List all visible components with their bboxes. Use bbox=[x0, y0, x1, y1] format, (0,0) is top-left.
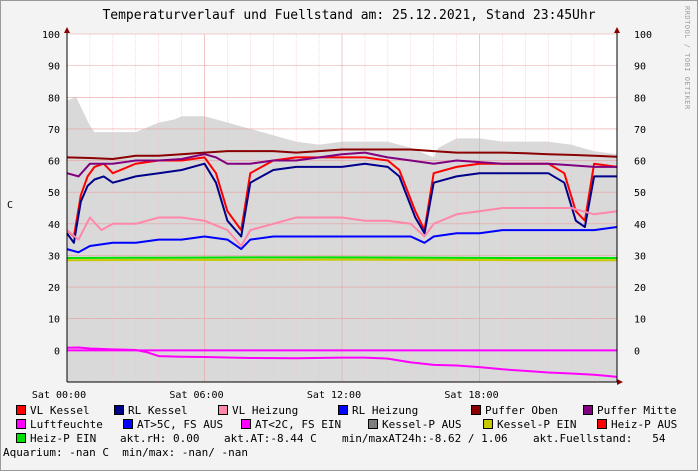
current-humidity: akt.rH: 0.00 bbox=[120, 432, 200, 445]
legend-swatch bbox=[471, 405, 481, 415]
legend-label: Kessel-P AUS bbox=[382, 418, 462, 431]
series-line-puffer-oben bbox=[66, 148, 618, 160]
legend-swatch bbox=[16, 433, 26, 443]
x-tick-label: Sat 18:00 bbox=[444, 390, 498, 400]
y-tick-label-left: 100 bbox=[42, 30, 60, 41]
legend-swatch bbox=[114, 405, 124, 415]
legend-label: VL Kessel bbox=[30, 404, 90, 417]
y-tick-label-right: 60 bbox=[634, 157, 646, 168]
legend-label: AT<2C, FS EIN bbox=[255, 418, 342, 431]
legend-swatch bbox=[583, 405, 593, 415]
series-line-puffer-mitte bbox=[66, 151, 617, 178]
legend-label: Puffer Mitte bbox=[597, 404, 677, 417]
legend-item-vl-kessel: VL Kessel bbox=[16, 404, 90, 418]
legend-item-puffer-oben: Puffer Oben bbox=[471, 404, 558, 418]
x-tick-label: Sat 06:00 bbox=[169, 390, 223, 400]
min-max-outside-temp: min/maxAT24h:-8.62 / 1.06 bbox=[342, 432, 508, 445]
x-axis-arrow bbox=[617, 379, 623, 385]
aquarium-info: Aquarium: -nan C min/max: -nan/ -nan bbox=[3, 446, 249, 459]
legend-item-at-below-2c: AT<2C, FS EIN bbox=[241, 418, 341, 432]
legend-label: Heiz-P EIN bbox=[30, 432, 97, 445]
y-tick-label-left: 70 bbox=[48, 125, 60, 136]
y-tick-label-left: 30 bbox=[48, 251, 60, 262]
legend-swatch bbox=[123, 419, 133, 429]
x-tick-label: Sat 12:00 bbox=[307, 390, 361, 400]
legend-item-kessel-p-aus: Kessel-P AUS bbox=[368, 418, 461, 432]
legend-label: Heiz-P AUS bbox=[611, 418, 678, 431]
legend-item-at-above-5c: AT>5C, FS AUS bbox=[123, 418, 223, 432]
legend-label: Puffer Oben bbox=[485, 404, 558, 417]
legend-label: RL Kessel bbox=[128, 404, 188, 417]
y-tick-label-right: 70 bbox=[634, 125, 646, 136]
legend-item-puffer-mitte: Puffer Mitte bbox=[583, 404, 676, 418]
legend-label: AT>5C, FS AUS bbox=[137, 418, 224, 431]
current-fill-level: akt.Fuellstand: 54 bbox=[533, 432, 666, 445]
current-outside-temp: akt.AT:-8.44 C bbox=[224, 432, 317, 445]
legend-label: VL Heizung bbox=[232, 404, 299, 417]
y-tick-label-right: 100 bbox=[634, 30, 652, 41]
legend-swatch bbox=[368, 419, 378, 429]
legend-swatch bbox=[16, 419, 26, 429]
legend-item-kessel-p-ein: Kessel-P EIN bbox=[483, 418, 576, 432]
legend-item-vl-heizung: VL Heizung bbox=[218, 404, 298, 418]
chart-title: Temperaturverlauf und Fuellstand am: 25.… bbox=[102, 8, 596, 23]
legend-item-luftfeuchte: Luftfeuchte bbox=[16, 418, 103, 432]
legend-item-rl-kessel: RL Kessel bbox=[114, 404, 188, 418]
y-tick-label-right: 30 bbox=[634, 251, 646, 262]
y-tick-label-left: 40 bbox=[48, 220, 60, 231]
y-tick-label-right: 90 bbox=[634, 62, 646, 73]
series-line-rl-kessel bbox=[66, 162, 617, 244]
legend-swatch bbox=[597, 419, 607, 429]
y-tick-label-left: 80 bbox=[48, 93, 60, 104]
series-line-heiz-p-ein bbox=[66, 256, 617, 259]
y-tick-label-right: 50 bbox=[634, 188, 646, 199]
legend-swatch bbox=[218, 405, 228, 415]
y-axis-label: C bbox=[7, 200, 14, 211]
y-tick-label-left: 90 bbox=[48, 62, 60, 73]
plot-area: 0 0 10 10 20 20 30 30 40 40 50 50 60 60 70 70 80 80 90 90 10… bbox=[32, 27, 652, 400]
rrdtool-watermark: RRDTOOL / TOBI OETIKER bbox=[683, 6, 691, 110]
y-axis-right-arrow bbox=[614, 27, 620, 33]
legend-swatch bbox=[338, 405, 348, 415]
legend-item-heiz-p-ein: Heiz-P EIN bbox=[16, 432, 96, 446]
x-tick-label: Sat 00:00 bbox=[32, 390, 86, 400]
y-tick-label-right: 80 bbox=[634, 93, 646, 104]
legend-label: Luftfeuchte bbox=[30, 418, 103, 431]
legend-swatch bbox=[483, 419, 493, 429]
y-tick-label-right: 0 bbox=[634, 346, 640, 357]
series-line-rl-heizung bbox=[66, 226, 618, 254]
legend-swatch bbox=[241, 419, 251, 429]
legend-label: RL Heizung bbox=[352, 404, 419, 417]
series-line-vl-heizung bbox=[66, 207, 618, 247]
legend-item-heiz-p-aus: Heiz-P AUS bbox=[597, 418, 677, 432]
y-tick-label-left: 0 bbox=[54, 346, 60, 357]
y-tick-label-left: 10 bbox=[48, 315, 60, 326]
legend-label: Kessel-P EIN bbox=[497, 418, 577, 431]
legend-item-rl-heizung: RL Heizung bbox=[338, 404, 418, 418]
y-tick-label-left: 60 bbox=[48, 157, 60, 168]
y-tick-label-left: 20 bbox=[48, 283, 60, 294]
y-tick-label-right: 40 bbox=[634, 220, 646, 231]
series-line-kessel-p-ein bbox=[66, 258, 617, 262]
y-axis-arrow bbox=[64, 27, 70, 33]
y-tick-label-right: 20 bbox=[634, 283, 646, 294]
legend-swatch bbox=[16, 405, 26, 415]
y-tick-label-left: 50 bbox=[48, 188, 60, 199]
y-tick-label-right: 10 bbox=[634, 315, 646, 326]
